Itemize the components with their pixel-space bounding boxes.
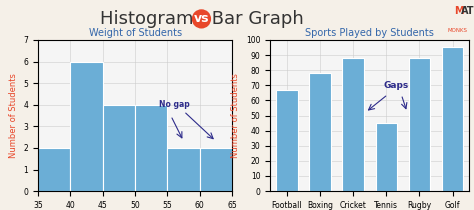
Text: MONKS: MONKS [447,29,467,34]
Text: vs: vs [194,12,209,25]
Bar [135,105,167,191]
Text: No gap: No gap [159,100,189,109]
Text: Bar Graph: Bar Graph [206,10,304,28]
Bar [442,47,464,191]
Bar [38,148,70,191]
Bar [70,62,103,191]
Bar [309,73,331,191]
Bar [375,123,397,191]
Y-axis label: Number of Students: Number of Students [9,73,18,158]
Bar [167,148,200,191]
Text: Gaps: Gaps [383,81,409,90]
Y-axis label: Number of Students: Number of Students [231,73,240,158]
Text: M: M [454,6,464,16]
Bar [103,105,135,191]
Bar [409,58,430,191]
Bar [276,90,298,191]
Bar [200,148,232,191]
Title: Weight of Students: Weight of Students [89,28,182,38]
Title: Sports Played by Students: Sports Played by Students [305,28,434,38]
Bar [342,58,364,191]
Text: ATH: ATH [461,6,474,16]
Text: Histogram: Histogram [100,10,199,28]
